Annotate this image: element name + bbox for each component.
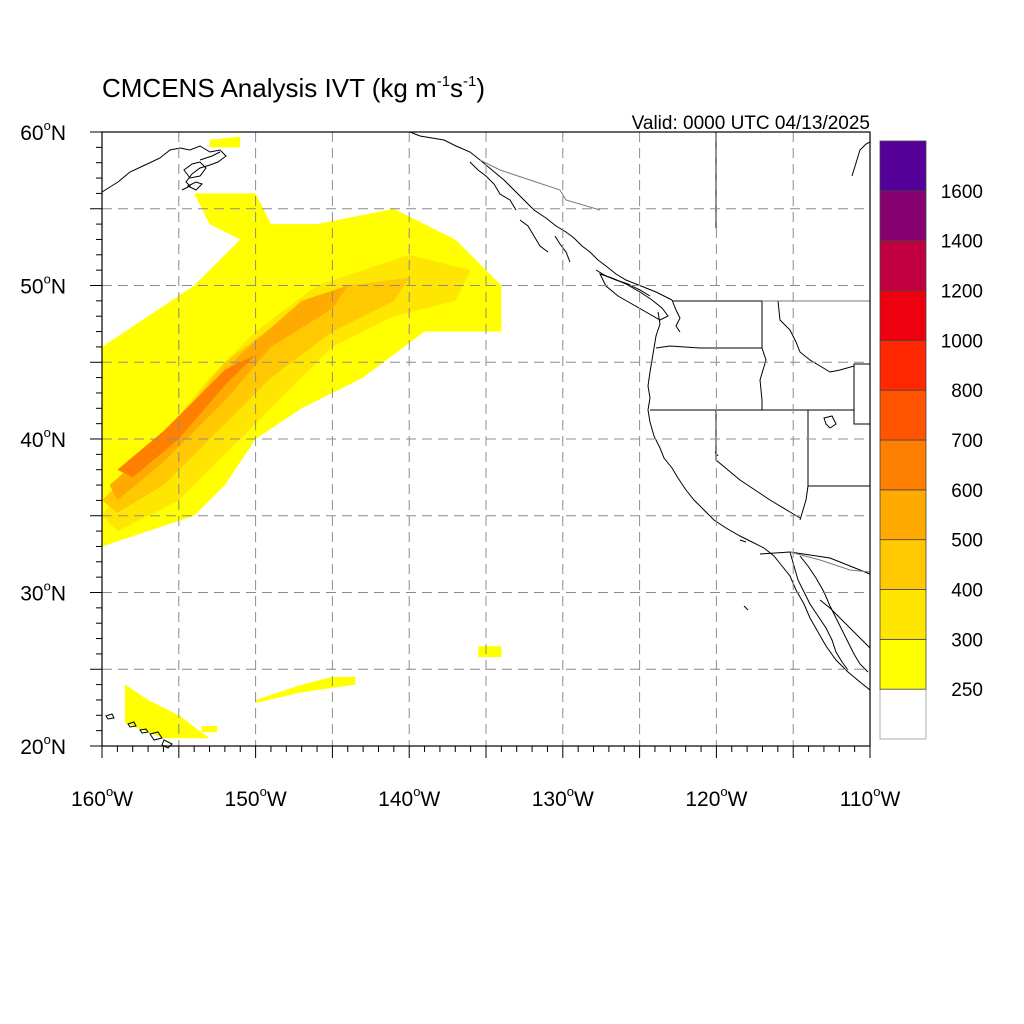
colorbar-swatch [879,190,927,242]
colorbar-label: 1200 [941,282,983,303]
lat-label: 20oN [20,732,66,759]
lon-label: 140oW [378,784,440,811]
colorbar-label: 1400 [941,232,983,253]
colorbar: 250 300 400 500 600 700 800 1000 1200 1400 1600 [879,140,983,740]
colorbar-swatch [879,439,927,491]
ivt-region [478,646,502,657]
longitude-labels: 160oW 150oW 140oW 130oW 120oW 110oW [71,784,901,811]
thin-borders [479,159,871,573]
colorbar-label: 700 [951,431,983,452]
colorbar-swatch [879,389,927,441]
colorbar-swatch [879,240,927,291]
figure-title: CMCENS Analysis IVT (kg m-1s-1) [102,73,485,103]
lat-label: 60oN [20,118,66,145]
colorbar-swatch [879,290,927,341]
ivt-region [255,676,356,703]
colorbar-swatch [879,589,927,640]
colorbar-swatch [879,339,927,391]
lon-label: 110oW [840,784,901,811]
lat-label: 50oN [20,272,66,299]
colorbar-label: 1000 [941,331,983,352]
lat-lon-grid [102,132,870,746]
colorbar-label: 250 [951,680,983,701]
colorbar-label: 300 [951,630,983,651]
lat-label: 40oN [20,425,66,452]
ivt-region [102,254,471,532]
ivt-region [125,684,210,739]
colorbar-swatch [879,688,927,740]
colorbar-label: 1600 [941,182,983,203]
axis-ticks [90,131,871,758]
valid-time-label: Valid: 0000 UTC 04/13/2025 [632,113,870,134]
map-panel: 60oN 50oN 40oN 30oN 20oN 160oW 150oW 140oW 130o… [20,118,900,811]
lon-label: 160oW [71,784,133,811]
colorbar-swatch [879,539,927,590]
lon-label: 150oW [225,784,287,811]
colorbar-label: 800 [951,381,983,402]
colorbar-swatch [879,489,927,541]
colorbar-swatch [879,140,927,192]
colorbar-swatch [879,638,927,690]
colorbar-label: 400 [951,581,983,602]
colorbar-label: 600 [951,481,983,502]
ivt-region [194,193,271,240]
ivt-region [209,136,241,148]
ivt-region [117,354,256,478]
lon-label: 130oW [532,784,594,811]
lon-label: 120oW [685,784,747,811]
colorbar-label: 500 [951,531,983,552]
lat-label: 30oN [20,579,66,606]
latitude-labels: 60oN 50oN 40oN 30oN 20oN [20,118,66,759]
ivt-region [201,726,218,733]
